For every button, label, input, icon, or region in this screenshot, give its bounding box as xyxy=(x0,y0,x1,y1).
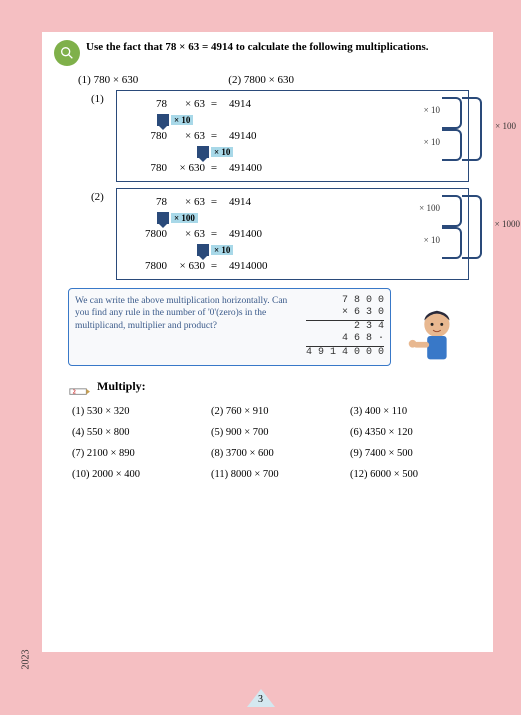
page-number-text: 3 xyxy=(258,694,263,705)
ex-5: (5) 900 × 700 xyxy=(211,427,342,438)
calc-l4: 4 6 8 · xyxy=(306,333,384,347)
year-label: 2023 xyxy=(21,650,32,670)
working-2: (2) 78× 63=4914 × 100 7800× 63=491400 × … xyxy=(116,188,469,280)
w2r3r: 4914000 xyxy=(223,260,291,272)
w1r3e: = xyxy=(205,162,223,174)
ex-2: (2) 760 × 910 xyxy=(211,406,342,417)
subq-2: (2) 7800 × 630 xyxy=(228,74,294,86)
down-arrow-icon xyxy=(157,114,169,126)
ex-9: (9) 7400 × 500 xyxy=(350,448,481,459)
ex-1: (1) 530 × 320 xyxy=(72,406,203,417)
speech-text: We can write the above multiplication ho… xyxy=(75,295,298,359)
w1r2r: 49140 xyxy=(223,130,291,142)
speech-bubble: We can write the above multiplication ho… xyxy=(68,288,391,366)
calc-l5: 4 9 1 4 0 0 0 xyxy=(306,347,384,359)
w1r2b: × 63 xyxy=(167,130,205,142)
page-number: 3 xyxy=(247,689,275,709)
w1r2e: = xyxy=(205,130,223,142)
vertical-calc: 7 8 0 0 × 6 3 0 2 3 4 4 6 8 · 4 9 1 4 0 … xyxy=(306,295,384,359)
w2r3e: = xyxy=(205,260,223,272)
sub-questions: (1) 780 × 630 (2) 7800 × 630 xyxy=(78,74,481,86)
ex-11: (11) 8000 × 700 xyxy=(211,469,342,480)
down-arrow-icon xyxy=(197,146,209,158)
ex-3: (3) 400 × 110 xyxy=(350,406,481,417)
w1r3b: × 630 xyxy=(167,162,205,174)
ex-6: (6) 4350 × 120 xyxy=(350,427,481,438)
w1r3r: 491400 xyxy=(223,162,291,174)
bracket xyxy=(462,97,482,161)
w1t2: × 10 xyxy=(211,147,233,157)
multiply-label: Multiply: xyxy=(97,379,146,393)
page-content: Use the fact that 78 × 63 = 4914 to calc… xyxy=(42,32,493,652)
w2b2: × 10 xyxy=(424,235,440,245)
w2b3: × 1000 xyxy=(495,219,520,229)
w1r1b: × 63 xyxy=(167,98,205,110)
w2r3b: × 630 xyxy=(167,260,205,272)
ex-7: (7) 2100 × 890 xyxy=(72,448,203,459)
w1t1: × 10 xyxy=(171,115,193,125)
calc-l3: 2 3 4 xyxy=(306,321,384,333)
magnifier-icon xyxy=(54,40,80,66)
ex-4: (4) 550 × 800 xyxy=(72,427,203,438)
svg-text:2: 2 xyxy=(73,388,76,395)
bracket xyxy=(442,195,462,227)
w2r3a: 7800 xyxy=(125,260,167,272)
pencil-icon: 2 xyxy=(68,376,90,398)
subq-1: (1) 780 × 630 xyxy=(78,74,138,86)
w2r2e: = xyxy=(205,228,223,240)
w2t2: × 10 xyxy=(211,245,233,255)
instruction-text: Use the fact that 78 × 63 = 4914 to calc… xyxy=(86,40,429,66)
w2r2a: 7800 xyxy=(125,228,167,240)
w2r2b: × 63 xyxy=(167,228,205,240)
w2t1: × 100 xyxy=(171,213,198,223)
w2r1b: × 63 xyxy=(167,196,205,208)
instruction-row: Use the fact that 78 × 63 = 4914 to calc… xyxy=(54,40,481,66)
calc-l1: 7 8 0 0 xyxy=(306,295,384,307)
bracket xyxy=(442,129,462,161)
w1r3a: 780 xyxy=(125,162,167,174)
w1r1r: 4914 xyxy=(223,98,291,110)
w1b1: × 10 xyxy=(424,105,440,115)
working-1: (1) 78× 63=4914 × 10 780× 63=49140 × 10 … xyxy=(116,90,469,182)
w1b3: × 100 xyxy=(495,121,516,131)
calc-l2: × 6 3 0 xyxy=(306,307,384,321)
ex-8: (8) 3700 × 600 xyxy=(211,448,342,459)
working-1-label: (1) xyxy=(91,93,104,105)
w2r1e: = xyxy=(205,196,223,208)
down-arrow-icon xyxy=(197,244,209,256)
w2r2r: 491400 xyxy=(223,228,291,240)
bracket xyxy=(442,227,462,259)
w1r1a: 78 xyxy=(125,98,167,110)
w1r2a: 780 xyxy=(125,130,167,142)
working-2-label: (2) xyxy=(91,191,104,203)
w1r1e: = xyxy=(205,98,223,110)
exercise-grid: (1) 530 × 320 (2) 760 × 910 (3) 400 × 11… xyxy=(72,406,481,480)
bracket xyxy=(442,97,462,129)
w2r1a: 78 xyxy=(125,196,167,208)
ex-12: (12) 6000 × 500 xyxy=(350,469,481,480)
multiply-header: 2 Multiply: xyxy=(68,376,481,398)
w1b2: × 10 xyxy=(424,137,440,147)
w2b1: × 100 xyxy=(419,203,440,213)
boy-illustration xyxy=(400,303,468,371)
w2r1r: 4914 xyxy=(223,196,291,208)
bracket xyxy=(462,195,482,259)
down-arrow-icon xyxy=(157,212,169,224)
ex-10: (10) 2000 × 400 xyxy=(72,469,203,480)
